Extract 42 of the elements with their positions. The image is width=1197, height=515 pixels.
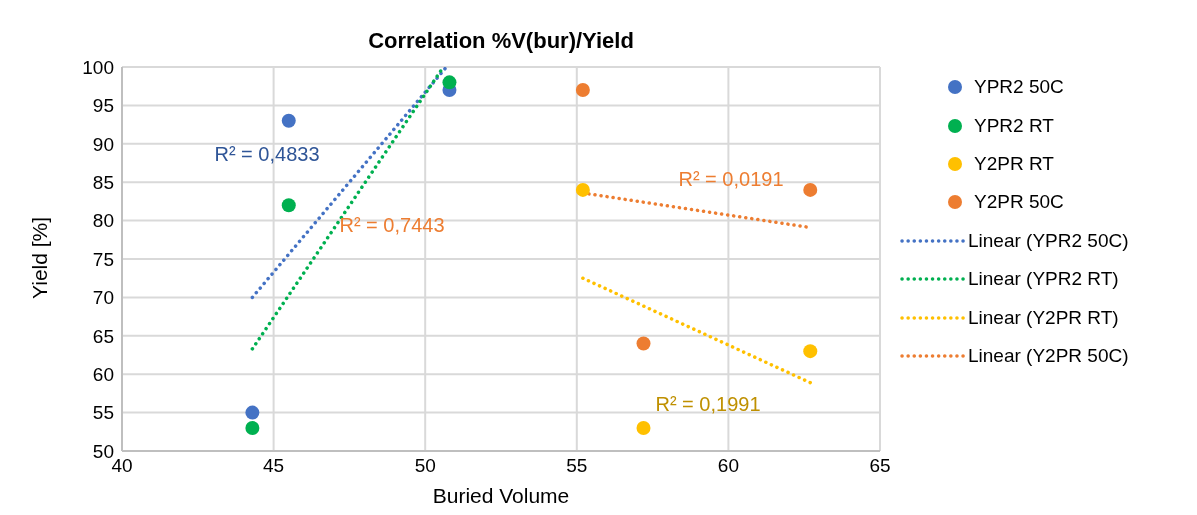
point [636,420,651,435]
x-axis-title: Buried Volume [432,484,570,507]
point [245,420,260,435]
y-tick-label: 55 [92,402,114,424]
point [281,198,296,213]
annotation: R² = 0,7443 [338,214,446,237]
point [575,83,590,98]
legend-label: Linear (Y2PR 50C) [968,344,1129,367]
point [636,336,651,351]
legend-label: YPR2 RT [974,114,1054,137]
y-tick-label: 90 [92,133,114,155]
y-tick-label: 80 [92,210,114,232]
y-tick-label: 95 [92,95,114,117]
y-tick-label: 100 [82,56,114,78]
y-axis-title: Yield [%] [28,216,52,299]
x-tick-label: 65 [869,455,891,477]
legend-label: Y2PR 50C [974,191,1064,214]
legend-label: Linear (Y2PR RT) [968,306,1119,329]
annotation: R² = 0,0191 [677,168,785,191]
y-tick-label: 75 [92,248,114,270]
y-tick-label: 70 [92,287,114,309]
legend-label: Y2PR RT [974,152,1054,175]
x-tick-label: 60 [717,455,739,477]
point [281,113,296,128]
y-tick-label: 50 [92,440,114,462]
point [245,405,260,420]
y-tick-label: 60 [92,363,114,385]
x-tick-label: 45 [263,455,285,477]
point [575,182,590,197]
x-tick-label: 50 [414,455,436,477]
x-tick-label: 55 [566,455,588,477]
legend-label: YPR2 50C [974,76,1064,99]
y-tick-label: 85 [92,171,114,193]
y-tick-label: 65 [92,325,114,347]
annotation: R² = 0,1991 [654,393,762,416]
annotation: R² = 0,4833 [213,143,321,166]
point [803,344,818,359]
point [442,75,457,90]
legend-label: Linear (YPR2 50C) [968,229,1129,252]
point [803,182,818,197]
legend-label: Linear (YPR2 RT) [968,268,1119,291]
chart-title: Correlation %V(bur)/Yield [367,28,635,54]
